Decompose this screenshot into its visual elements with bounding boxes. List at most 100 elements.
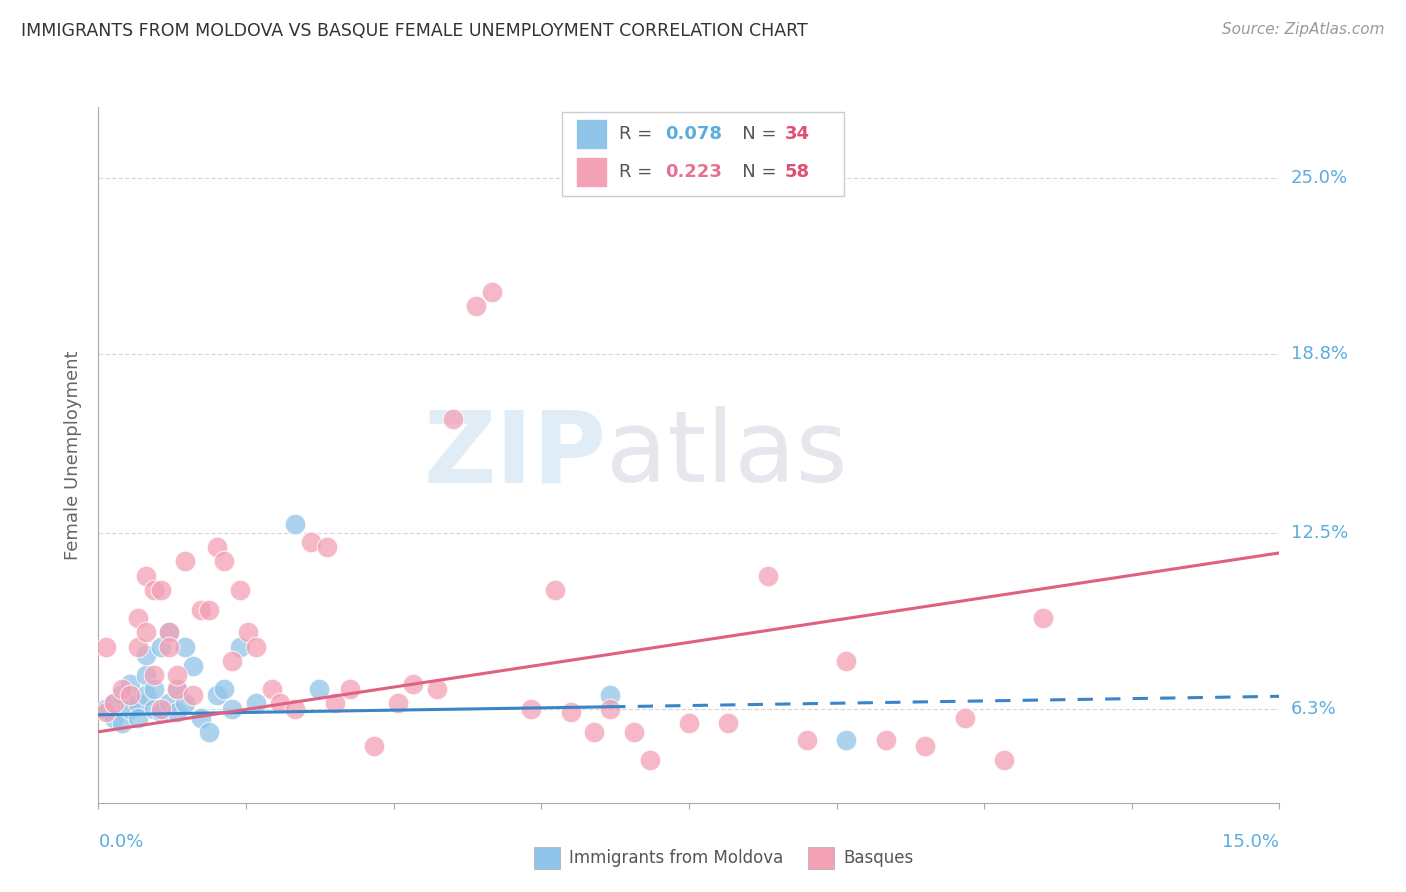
Point: [323, 697, 346, 711]
Point: [221, 702, 243, 716]
Point: [157, 625, 180, 640]
Point: [166, 682, 188, 697]
Point: [96, 702, 118, 716]
Point: [135, 668, 157, 682]
Point: [229, 640, 252, 654]
Text: 58: 58: [785, 163, 810, 181]
Point: [181, 659, 204, 673]
Point: [157, 640, 180, 654]
Point: [142, 682, 165, 697]
Text: Immigrants from Moldova: Immigrants from Moldova: [569, 849, 783, 867]
Point: [142, 582, 165, 597]
Point: [150, 702, 173, 716]
Point: [544, 582, 567, 597]
Point: [599, 702, 621, 716]
Text: 6.3%: 6.3%: [1291, 700, 1336, 718]
Point: [118, 676, 141, 690]
Point: [299, 534, 322, 549]
Point: [221, 654, 243, 668]
Point: [260, 682, 283, 697]
Text: atlas: atlas: [606, 407, 848, 503]
Point: [118, 702, 141, 716]
Point: [339, 682, 361, 697]
Text: Source: ZipAtlas.com: Source: ZipAtlas.com: [1222, 22, 1385, 37]
Point: [638, 753, 661, 767]
Point: [875, 733, 897, 747]
Point: [465, 299, 488, 313]
Point: [174, 554, 197, 568]
Text: R =: R =: [619, 163, 658, 181]
Text: 15.0%: 15.0%: [1222, 833, 1279, 851]
Point: [150, 640, 173, 654]
Point: [1032, 611, 1054, 625]
Point: [623, 724, 645, 739]
Text: R =: R =: [619, 125, 658, 143]
Point: [481, 285, 503, 299]
Point: [150, 705, 173, 719]
Point: [174, 697, 197, 711]
Point: [599, 688, 621, 702]
Point: [756, 568, 779, 582]
Text: 0.078: 0.078: [665, 125, 723, 143]
Point: [157, 697, 180, 711]
Point: [835, 733, 858, 747]
Point: [284, 702, 307, 716]
Point: [197, 603, 219, 617]
Point: [103, 697, 125, 711]
Point: [583, 724, 606, 739]
Text: ZIP: ZIP: [423, 407, 606, 503]
Point: [166, 705, 188, 719]
Point: [717, 716, 740, 731]
Point: [678, 716, 700, 731]
Y-axis label: Female Unemployment: Female Unemployment: [65, 351, 83, 559]
Text: N =: N =: [725, 125, 783, 143]
Point: [914, 739, 936, 753]
Point: [181, 688, 204, 702]
Point: [142, 668, 165, 682]
Point: [363, 739, 385, 753]
Point: [387, 697, 409, 711]
Point: [96, 640, 118, 654]
Point: [284, 517, 307, 532]
Point: [441, 412, 464, 426]
Point: [111, 682, 134, 697]
Point: [135, 568, 157, 582]
Point: [127, 710, 149, 724]
Point: [127, 611, 149, 625]
Point: [127, 640, 149, 654]
Point: [835, 654, 858, 668]
Point: [127, 697, 149, 711]
Point: [157, 625, 180, 640]
Point: [214, 682, 236, 697]
Text: 0.223: 0.223: [665, 163, 721, 181]
Point: [111, 716, 134, 731]
Point: [214, 554, 236, 568]
Point: [953, 710, 976, 724]
Point: [190, 603, 212, 617]
Point: [174, 640, 197, 654]
Point: [308, 682, 330, 697]
Point: [236, 625, 259, 640]
Point: [245, 640, 267, 654]
Point: [560, 705, 582, 719]
Point: [150, 582, 173, 597]
Point: [103, 697, 125, 711]
Point: [135, 688, 157, 702]
Text: 34: 34: [785, 125, 810, 143]
Point: [190, 710, 212, 724]
Point: [142, 702, 165, 716]
Text: 0.0%: 0.0%: [98, 833, 143, 851]
Text: N =: N =: [725, 163, 783, 181]
Point: [111, 688, 134, 702]
Point: [796, 733, 818, 747]
Point: [166, 668, 188, 682]
Point: [245, 697, 267, 711]
Text: 12.5%: 12.5%: [1291, 524, 1348, 542]
Point: [205, 540, 228, 554]
Point: [426, 682, 449, 697]
Point: [229, 582, 252, 597]
Point: [135, 625, 157, 640]
Point: [197, 724, 219, 739]
Text: 25.0%: 25.0%: [1291, 169, 1348, 187]
Point: [103, 710, 125, 724]
